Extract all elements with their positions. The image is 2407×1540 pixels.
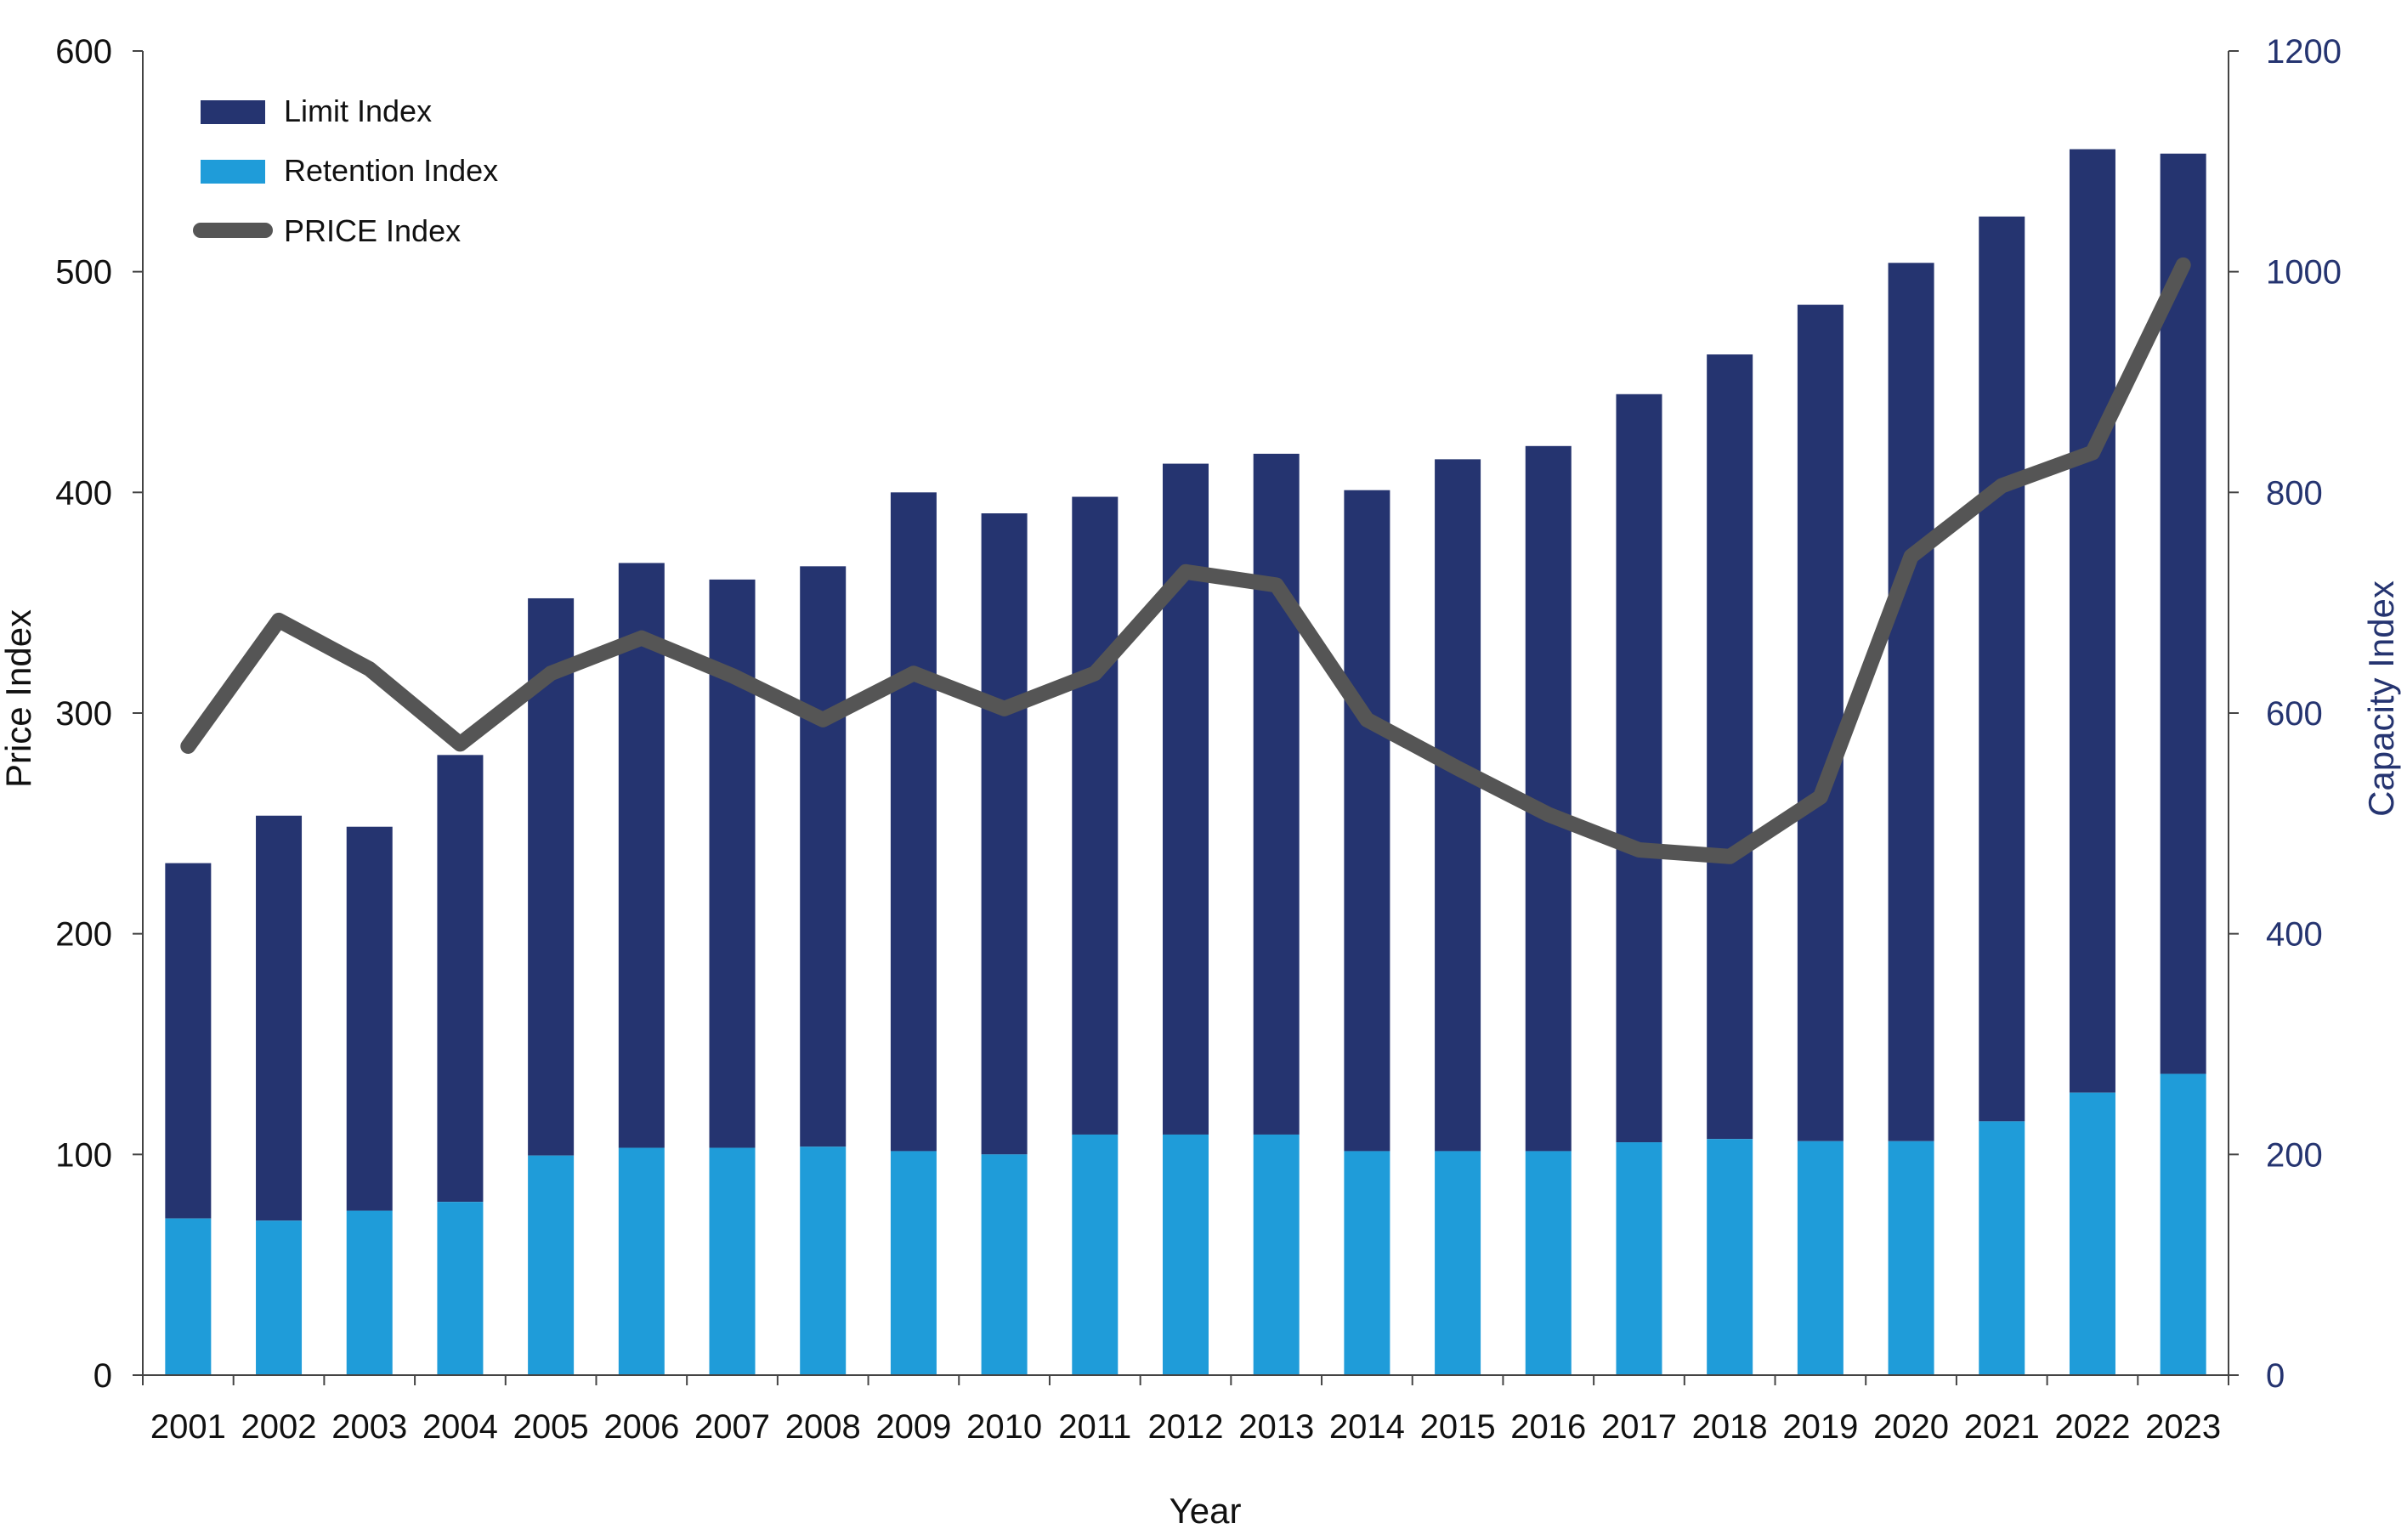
bar-limit-2009 <box>890 492 937 1152</box>
bar-retention-2010 <box>981 1154 1028 1375</box>
bar-limit-2020 <box>1888 263 1934 1141</box>
bar-retention-2007 <box>709 1147 756 1375</box>
bar-limit-2011 <box>1072 496 1119 1135</box>
axes-layer <box>133 50 2239 1385</box>
y-right-tick-label: 1000 <box>2266 254 2342 292</box>
bar-retention-2002 <box>256 1220 303 1375</box>
bar-retention-2016 <box>1525 1151 1572 1375</box>
bar-retention-2001 <box>165 1218 212 1375</box>
bar-retention-2023 <box>2160 1073 2206 1375</box>
price-line-layer <box>180 257 2191 864</box>
bar-retention-2003 <box>346 1210 393 1375</box>
bar-retention-2006 <box>618 1147 665 1375</box>
bar-limit-2014 <box>1344 490 1390 1152</box>
bar-limit-2002 <box>256 815 303 1221</box>
tick-labels-layer: 0 100 200 300 400 500 600 0 200 400 600 800 1000 1200… <box>55 33 2342 1446</box>
x-tick-label-2001: 2001 <box>150 1408 226 1446</box>
y-left-tick-label: 200 <box>55 916 112 954</box>
bar-retention-2022 <box>2069 1092 2115 1375</box>
bar-limit-2003 <box>346 826 393 1211</box>
y-right-tick-label: 1200 <box>2266 33 2342 71</box>
bar-retention-2014 <box>1344 1151 1390 1375</box>
x-tick-label-2002: 2002 <box>241 1408 317 1446</box>
y-left-tick-label: 100 <box>55 1136 112 1174</box>
x-tick-label-2014: 2014 <box>1329 1408 1405 1446</box>
x-tick-label-2019: 2019 <box>1782 1408 1858 1446</box>
x-tick-label-2022: 2022 <box>2054 1408 2130 1446</box>
bar-retention-2013 <box>1253 1134 1300 1375</box>
bar-limit-2013 <box>1253 453 1300 1135</box>
y-axis-left-title: Price Index <box>0 609 38 788</box>
bar-retention-2008 <box>800 1147 847 1375</box>
bar-retention-2011 <box>1072 1134 1119 1375</box>
bar-retention-2005 <box>528 1155 575 1375</box>
bar-limit-2019 <box>1797 304 1843 1141</box>
x-tick-label-2012: 2012 <box>1148 1408 1224 1446</box>
x-tick-label-2011: 2011 <box>1058 1408 1131 1446</box>
x-tick-label-2003: 2003 <box>331 1408 407 1446</box>
bar-limit-2021 <box>1979 216 2025 1122</box>
y-right-tick-label: 800 <box>2266 474 2323 512</box>
legend-label-price-index: PRICE Index <box>284 213 461 248</box>
bar-limit-2018 <box>1707 354 1753 1140</box>
x-tick-label-2023: 2023 <box>2145 1408 2221 1446</box>
x-tick-label-2013: 2013 <box>1238 1408 1314 1446</box>
x-tick-label-2006: 2006 <box>603 1408 679 1446</box>
bar-retention-2021 <box>1979 1121 2025 1375</box>
y-right-tick-label: 0 <box>2266 1357 2285 1395</box>
x-tick-label-2017: 2017 <box>1601 1408 1677 1446</box>
x-tick-label-2018: 2018 <box>1692 1408 1768 1446</box>
bar-limit-2008 <box>800 566 847 1147</box>
x-tick-label-2016: 2016 <box>1510 1408 1586 1446</box>
x-tick-label-2009: 2009 <box>875 1408 951 1446</box>
bar-retention-2009 <box>890 1151 937 1375</box>
y-left-tick-label: 300 <box>55 695 112 733</box>
bar-limit-2017 <box>1616 393 1662 1143</box>
y-right-tick-label: 400 <box>2266 916 2323 954</box>
x-axis-title: Year <box>1170 1491 1242 1531</box>
x-tick-label-2005: 2005 <box>513 1408 589 1446</box>
y-left-tick-label: 0 <box>93 1357 112 1395</box>
x-tick-label-2007: 2007 <box>694 1408 770 1446</box>
bar-limit-2001 <box>165 863 212 1219</box>
bar-limit-2006 <box>618 563 665 1148</box>
bar-retention-2019 <box>1797 1141 1843 1375</box>
bar-limit-2022 <box>2069 149 2115 1093</box>
legend-label-retention-index: Retention Index <box>284 153 498 188</box>
legend-label-limit-index: Limit Index <box>284 93 432 128</box>
bar-retention-2015 <box>1435 1151 1481 1375</box>
x-tick-label-2015: 2015 <box>1420 1408 1496 1446</box>
bar-retention-2018 <box>1707 1139 1753 1375</box>
y-left-tick-label: 600 <box>55 33 112 71</box>
legend-swatch-limit-index <box>201 100 265 124</box>
bar-retention-2012 <box>1163 1134 1209 1375</box>
legend-swatch-retention-index <box>201 160 265 184</box>
x-tick-label-2020: 2020 <box>1873 1408 1949 1446</box>
x-tick-label-2021: 2021 <box>1964 1408 2040 1446</box>
x-tick-label-2008: 2008 <box>785 1408 861 1446</box>
bar-limit-2004 <box>437 755 484 1203</box>
y-axis-right-title: Capacity Index <box>2361 580 2401 817</box>
bar-limit-2010 <box>981 513 1028 1155</box>
bar-retention-2020 <box>1888 1141 1934 1375</box>
bars-layer <box>165 149 2206 1375</box>
bar-retention-2017 <box>1616 1142 1662 1375</box>
bar-retention-2004 <box>437 1202 484 1375</box>
y-right-tick-label: 600 <box>2266 695 2323 733</box>
x-tick-label-2004: 2004 <box>422 1408 498 1446</box>
y-left-tick-label: 500 <box>55 254 112 292</box>
y-right-tick-label: 200 <box>2266 1136 2323 1174</box>
y-left-tick-label: 400 <box>55 474 112 512</box>
price-index-line <box>180 257 2191 864</box>
legend: Limit Index Retention Index PRICE Index <box>193 93 498 248</box>
x-tick-label-2010: 2010 <box>966 1408 1042 1446</box>
bar-limit-2015 <box>1435 459 1481 1152</box>
